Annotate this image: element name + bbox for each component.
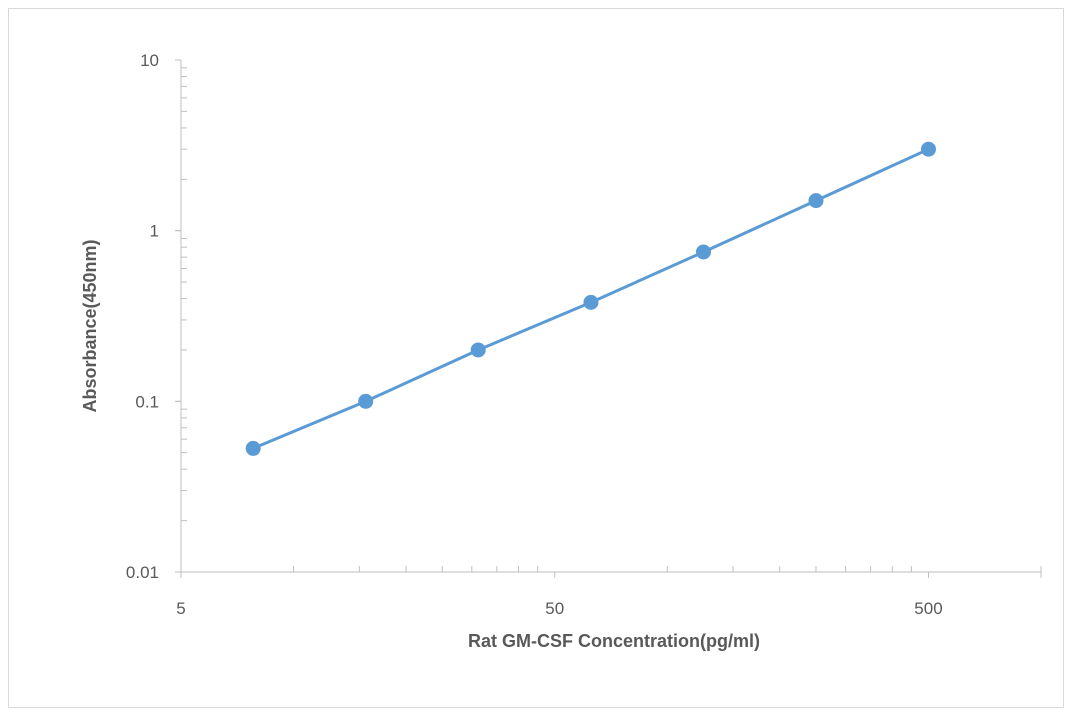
x-axis-title: Rat GM-CSF Concentration(pg/ml) — [468, 631, 760, 651]
y-tick-label: 10 — [140, 51, 159, 70]
data-point — [358, 393, 374, 409]
y-axis-title: Absorbance(450nm) — [80, 239, 100, 412]
x-tick-label: 500 — [914, 599, 942, 618]
series-layer — [245, 141, 936, 456]
data-point — [808, 193, 824, 209]
axis-ticks: 0.01 0.1 1 10 5 50 500 — [126, 51, 1042, 618]
y-tick-label: 1 — [150, 222, 159, 241]
axes — [180, 60, 1041, 573]
chart-svg: 0.01 0.1 1 10 5 50 500 Rat GM-CSF Concentratio… — [80, 51, 1042, 651]
chart-area: 0.01 0.1 1 10 5 50 500 Rat GM-CSF Concentratio… — [8, 8, 1064, 708]
data-point — [470, 342, 486, 358]
x-tick-label: 5 — [176, 599, 185, 618]
data-point — [920, 141, 936, 157]
data-point — [583, 294, 599, 310]
y-tick-label: 0.01 — [126, 563, 159, 582]
x-tick-label: 50 — [545, 599, 564, 618]
data-point — [695, 244, 711, 260]
data-point — [245, 440, 261, 456]
y-tick-label: 0.1 — [135, 392, 159, 411]
